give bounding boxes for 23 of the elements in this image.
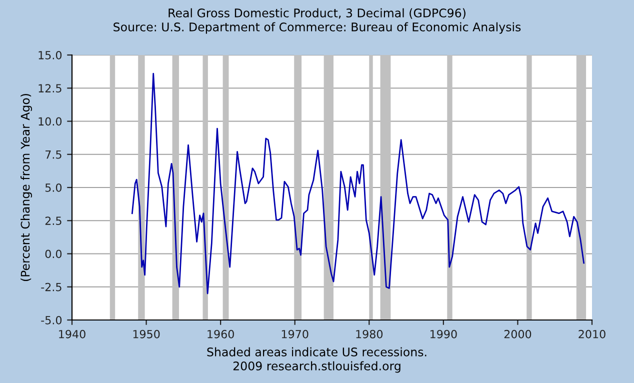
x-tick-label: 2010: [578, 330, 606, 338]
x-tick-label: 1950: [133, 330, 160, 338]
x-tick-label: 1970: [282, 330, 308, 338]
chart-subtitle: Source: U.S. Department of Commerce: Bureau of Economic Analysis: [114, 22, 521, 34]
y-tick-label: 12.5: [38, 84, 62, 93]
y-tick-label: 7.5: [46, 150, 62, 159]
x-tick-label: 2000: [504, 330, 532, 338]
y-tick-label: 5.0: [45, 183, 62, 192]
y-tick-label: -2.5: [41, 282, 62, 292]
y-axis-title: (Percent Change from Year Ago): [20, 94, 32, 282]
chart-title: Real Gross Domestic Product, 3 Decimal (GDPC96): [168, 8, 466, 19]
x-tick-label: 1990: [430, 330, 457, 338]
text: Shaded areas indicate US recessions.: [207, 347, 426, 356]
text: 2009 research.stlouisfed.org: [233, 361, 400, 373]
x-tick-label: 1960: [208, 330, 234, 338]
y-tick-label: -5.0: [41, 316, 62, 324]
y-tick-label: 0.0: [45, 250, 62, 258]
y-tick-label: 10.0: [38, 117, 62, 126]
x-tick-label: 1940: [59, 330, 86, 338]
y-tick-label: 2.5: [45, 216, 62, 226]
line-series: [131, 72, 585, 294]
x-tick-label: 1980: [356, 330, 383, 338]
y-tick-label: 15.0: [38, 50, 62, 60]
